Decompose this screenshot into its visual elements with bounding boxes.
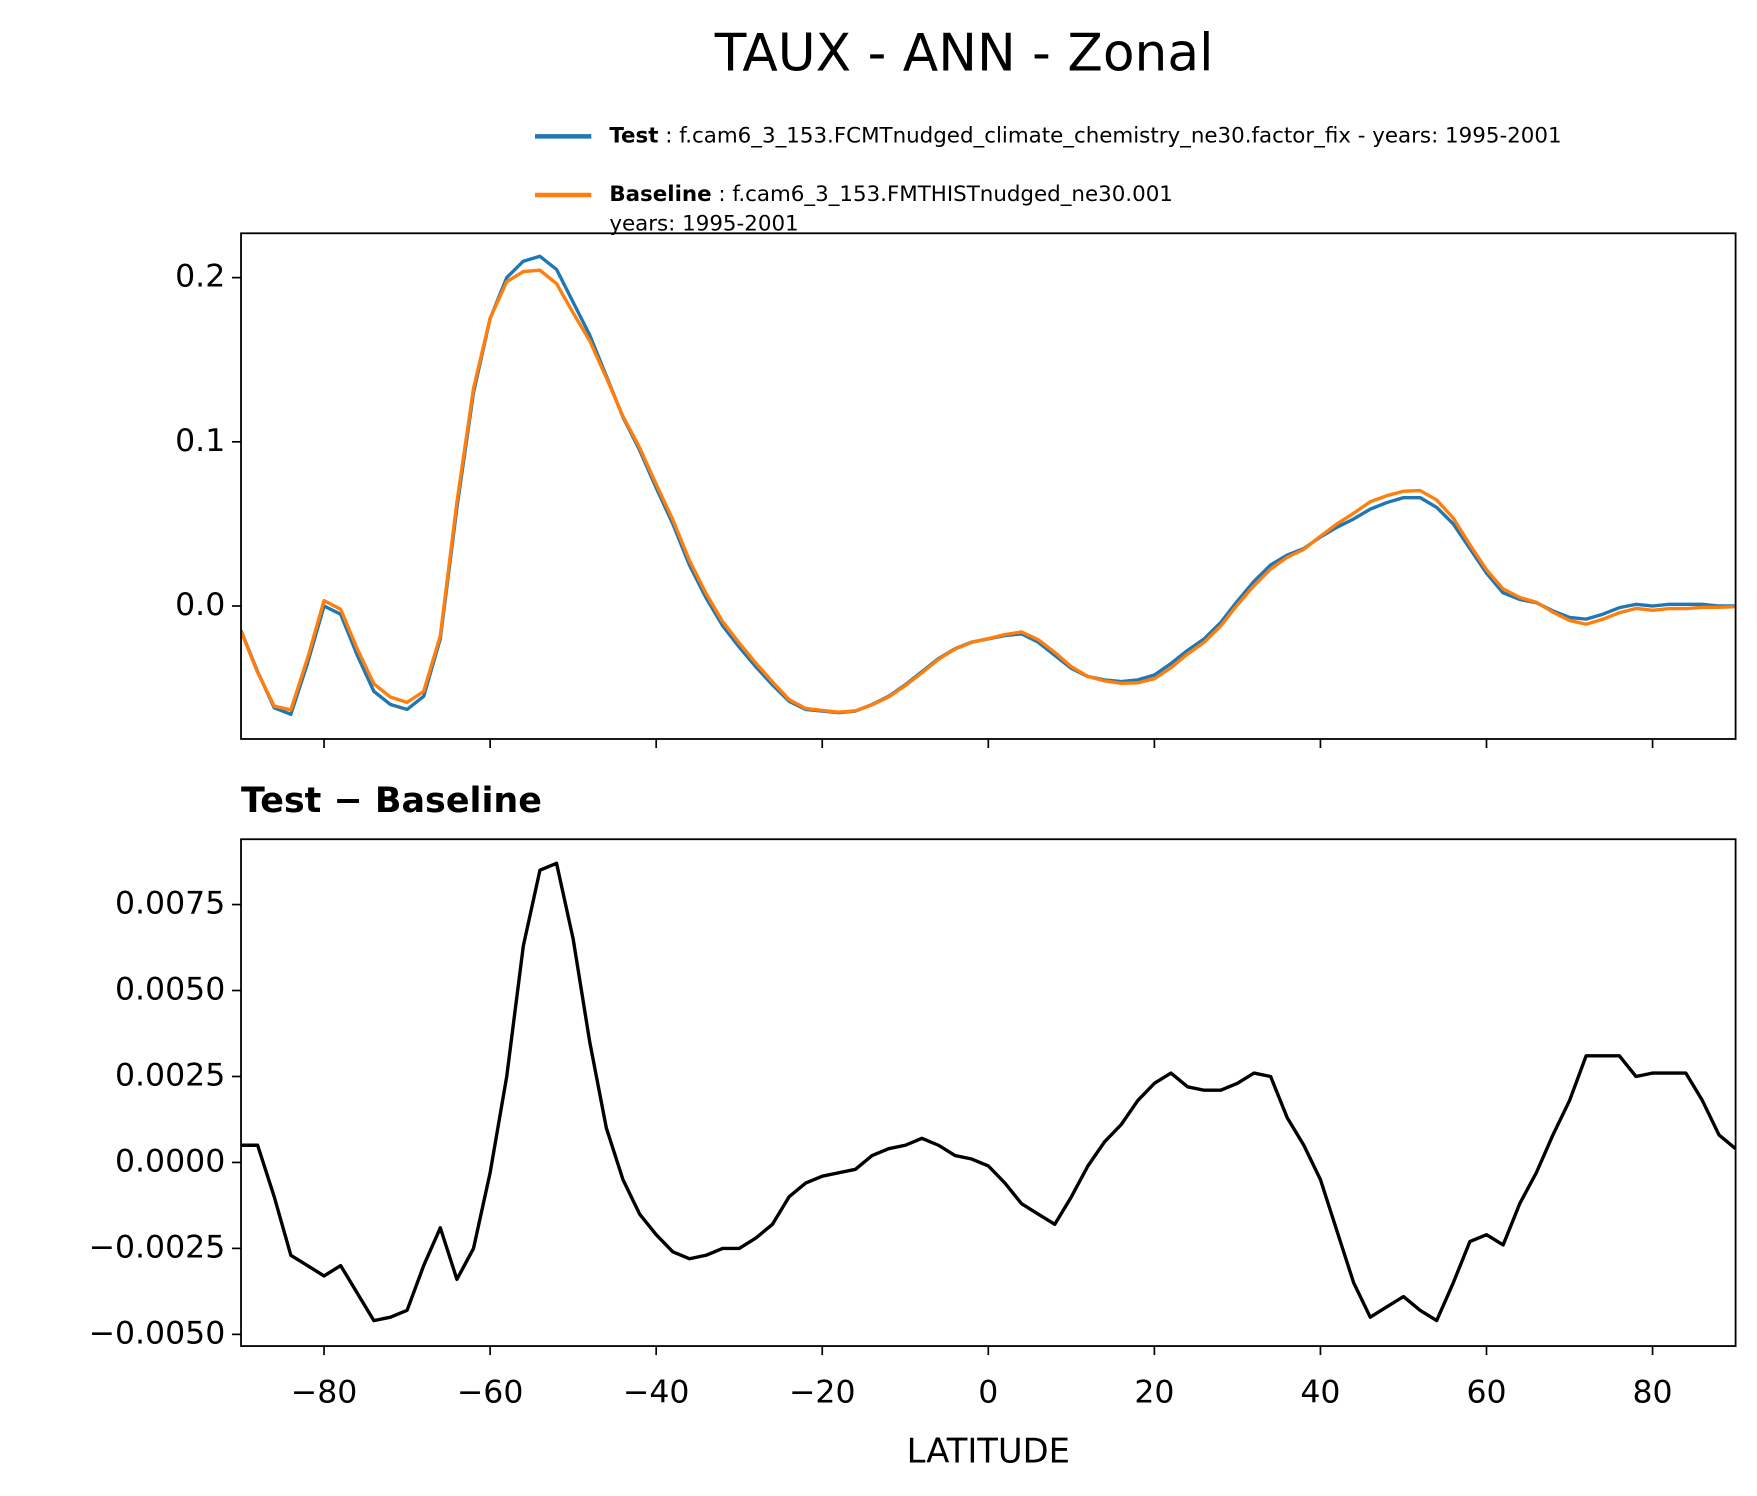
legend-name: Test — [609, 123, 658, 148]
x-tick-label: 80 — [1633, 1374, 1673, 1410]
y-tick-label: 0.0050 — [115, 972, 225, 1008]
x-tick-label: 20 — [1134, 1374, 1174, 1410]
y-tick-label: 0.0 — [175, 587, 225, 623]
y-tick-label: 0.0025 — [115, 1057, 225, 1093]
x-axis-label: LATITUDE — [907, 1432, 1070, 1471]
axes-frame — [240, 232, 1737, 740]
y-tick-label: 0.0075 — [115, 886, 225, 922]
axes-frame — [240, 838, 1737, 1347]
legend-entry: Test : f.cam6_3_153.FCMTnudged_climate_ch… — [609, 123, 1561, 148]
y-tick-label: 0.2 — [175, 259, 225, 295]
y-tick-label: −0.0025 — [89, 1229, 226, 1265]
x-tick-label: −60 — [457, 1374, 524, 1410]
figure-title: TAUX - ANN - Zonal — [714, 23, 1214, 83]
y-tick-label: −0.0050 — [89, 1315, 226, 1351]
data-line — [241, 861, 1736, 1323]
legend-description: : f.cam6_3_153.FCMTnudged_climate_chemis… — [665, 123, 1561, 148]
legend-description: : f.cam6_3_153.FMTHISTnudged_ne30.001 — [718, 182, 1173, 207]
y-tick-label: 0.1 — [175, 423, 225, 459]
legend-name: Baseline — [609, 182, 711, 207]
legend-entry: Baseline : f.cam6_3_153.FMTHISTnudged_ne3… — [609, 182, 1173, 207]
x-tick-label: −40 — [623, 1374, 690, 1410]
data-line — [241, 268, 1736, 714]
x-tick-label: −20 — [789, 1374, 856, 1410]
x-tick-label: 60 — [1466, 1374, 1506, 1410]
y-tick-label: 0.0000 — [115, 1143, 225, 1179]
x-tick-label: 40 — [1300, 1374, 1340, 1410]
legend-description: years: 1995-2001 — [609, 211, 798, 236]
x-tick-label: 0 — [978, 1374, 998, 1410]
subplot-title: Test − Baseline — [241, 781, 542, 821]
x-tick-label: −80 — [291, 1374, 358, 1410]
